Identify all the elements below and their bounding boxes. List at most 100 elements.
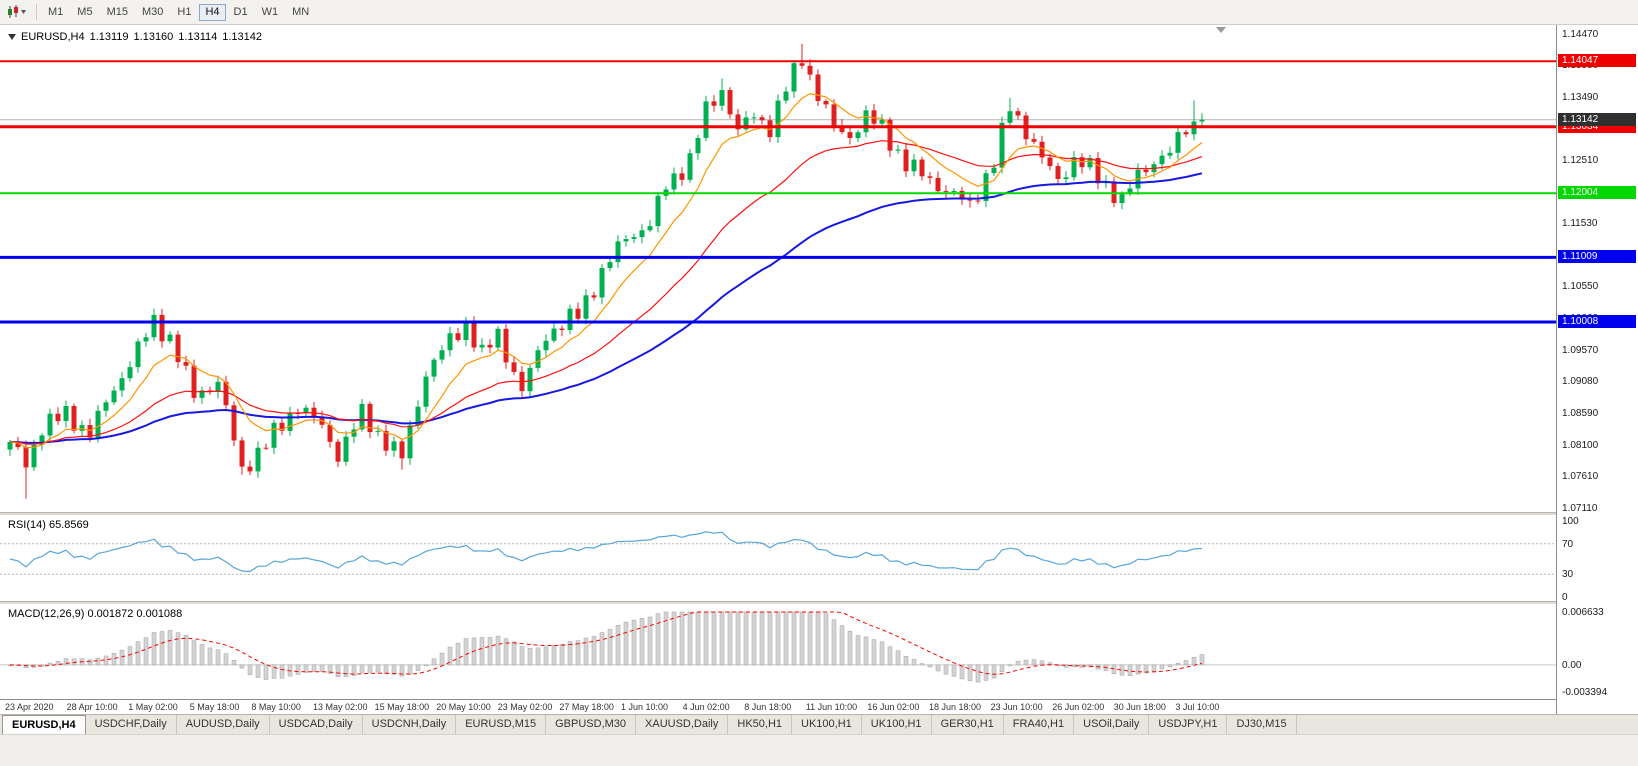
price-axis-label: 1.10550 xyxy=(1562,281,1599,293)
timeframe-button-w1[interactable]: W1 xyxy=(256,4,285,21)
price-axis-label: 1.07610 xyxy=(1562,471,1599,483)
panel-splitter[interactable] xyxy=(0,601,1638,604)
macd-signal-line xyxy=(9,611,1203,675)
current-price-badge: 1.13142 xyxy=(1558,112,1636,126)
time-axis-label: 27 May 18:00 xyxy=(559,702,614,712)
price-axis-label: 1.14470 xyxy=(1562,28,1599,40)
price-axis-label: 1.08590 xyxy=(1562,407,1599,419)
ohlc-close: 1.13142 xyxy=(222,31,263,43)
macd-chart[interactable] xyxy=(0,604,1556,699)
rsi-axis-label: 30 xyxy=(1562,569,1574,581)
timeframe-button-h4[interactable]: H4 xyxy=(199,3,226,21)
ohlc-low: 1.13114 xyxy=(178,31,218,43)
macd-axis-label: 0.00 xyxy=(1562,659,1582,671)
time-axis-label: 16 Jun 02:00 xyxy=(867,702,920,712)
chart-tab-uk100-h1[interactable]: UK100,H1 xyxy=(792,715,862,734)
collapse-triangle-icon[interactable] xyxy=(8,34,16,40)
chart-tab-usoil-daily[interactable]: USOil,Daily xyxy=(1074,715,1150,734)
chart-tab-usdcnh-daily[interactable]: USDCNH,Daily xyxy=(363,715,457,734)
chart-tab-dj30-m15[interactable]: DJ30,M15 xyxy=(1227,715,1297,734)
chart-tab-gbpusd-m30[interactable]: GBPUSD,M30 xyxy=(546,715,637,734)
timeframe-button-m30[interactable]: M30 xyxy=(136,4,169,21)
ohlc-high: 1.13160 xyxy=(133,31,174,43)
rsi-line xyxy=(9,531,1203,573)
time-axis-label: 8 Jun 18:00 xyxy=(744,702,792,712)
rsi-axis-label: 0 xyxy=(1562,592,1568,603)
time-axis-label: 11 Jun 10:00 xyxy=(805,702,858,712)
time-axis[interactable]: 23 Apr 2020 28 Apr 10:00 1 May 02:00 5 May … xyxy=(0,699,1556,714)
price-axis-label: 1.07110 xyxy=(1562,502,1598,514)
chart-tab-eurusd-h4[interactable]: EURUSD,H4 xyxy=(2,715,86,734)
chart-tab-xauusd-daily[interactable]: XAUUSD,Daily xyxy=(636,715,729,734)
price-badge-1.12004: 1.12004 xyxy=(1558,186,1636,200)
price-axis-label: 1.09570 xyxy=(1562,344,1599,356)
price-axis-label: 1.11530 xyxy=(1562,218,1598,230)
candlestick-icon xyxy=(8,5,26,18)
price-axis-label: 1.13490 xyxy=(1562,91,1599,103)
time-axis-label: 23 Jun 10:00 xyxy=(990,702,1043,712)
chart-symbol: EURUSD,H4 xyxy=(21,31,85,43)
status-bar xyxy=(0,734,1638,766)
time-axis-label: 30 Jun 18:00 xyxy=(1113,702,1166,712)
chart-ohlc-label: EURUSD,H4 1.13119 1.13160 1.13114 1.1314… xyxy=(8,31,262,43)
time-axis-label: 1 May 02:00 xyxy=(128,702,178,712)
rsi-axis-label: 100 xyxy=(1562,516,1579,527)
ma-medium-line xyxy=(9,140,1203,445)
ohlc-open: 1.13119 xyxy=(89,31,129,43)
time-axis-label: 18 Jun 18:00 xyxy=(929,702,982,712)
chart-tab-uk100-h1[interactable]: UK100,H1 xyxy=(862,715,932,734)
chart-tab-eurusd-m15[interactable]: EURUSD,M15 xyxy=(456,715,547,734)
toolbar-separator xyxy=(36,4,37,20)
chart-tabs: EURUSD,H4 USDCHF,Daily AUDUSD,Daily USDCAD,… xyxy=(0,714,1638,734)
chart-tab-hk50-h1[interactable]: HK50,H1 xyxy=(728,715,793,734)
time-axis-label: 23 May 02:00 xyxy=(497,702,553,712)
timeframe-button-m15[interactable]: M15 xyxy=(101,4,134,21)
candles-layer xyxy=(7,43,1205,499)
timeframe-button-m1[interactable]: M1 xyxy=(42,4,69,21)
time-axis-label: 28 Apr 10:00 xyxy=(66,702,118,712)
timeframe-buttons: M1 M5 M15 M30 H1 H4 D1 W1 MN xyxy=(41,3,316,21)
time-axis-label: 3 Jul 10:00 xyxy=(1175,702,1220,712)
rsi-chart[interactable] xyxy=(0,515,1556,601)
macd-panel[interactable] xyxy=(0,604,1556,699)
price-badge-1.14047: 1.14047 xyxy=(1558,54,1636,68)
timeframe-toolbar: M1 M5 M15 M30 H1 H4 D1 W1 MN xyxy=(0,0,1638,25)
chart-shift-marker-icon xyxy=(1216,27,1226,33)
timeframe-button-h1[interactable]: H1 xyxy=(171,4,197,21)
ma-fast-line xyxy=(9,92,1203,449)
chart-tab-fra40-h1[interactable]: FRA40,H1 xyxy=(1004,715,1075,734)
time-axis-label: 26 Jun 02:00 xyxy=(1052,702,1105,712)
time-axis-label: 15 May 18:00 xyxy=(374,702,430,712)
time-axis-label: 5 May 18:00 xyxy=(189,702,240,712)
chart-tab-usdchf-daily[interactable]: USDCHF,Daily xyxy=(86,715,177,734)
macd-axis-label: 0.006633 xyxy=(1562,607,1604,618)
chart-tab-usdcad-daily[interactable]: USDCAD,Daily xyxy=(270,715,363,734)
price-chart[interactable] xyxy=(0,25,1556,512)
price-badge-1.11009: 1.11009 xyxy=(1558,250,1636,264)
time-axis-label: 23 Apr 2020 xyxy=(5,702,54,712)
time-axis-label: 8 May 10:00 xyxy=(251,702,301,712)
timeframe-button-mn[interactable]: MN xyxy=(286,4,315,21)
chart-tab-ger30-h1[interactable]: GER30,H1 xyxy=(932,715,1004,734)
rsi-axis-label: 70 xyxy=(1562,538,1574,550)
timeframe-button-d1[interactable]: D1 xyxy=(228,4,254,21)
macd-indicator-label: MACD(12,26,9) 0.001872 0.001088 xyxy=(8,608,183,620)
price-axis-label: 1.12510 xyxy=(1562,154,1599,166)
main-chart-panel[interactable] xyxy=(0,25,1556,512)
chart-type-icon[interactable] xyxy=(4,3,30,21)
time-axis-label: 20 May 10:00 xyxy=(436,702,491,712)
macd-histogram xyxy=(7,611,1205,683)
rsi-indicator-label: RSI(14) 65.8569 xyxy=(8,519,89,531)
chart-tab-audusd-daily[interactable]: AUDUSD,Daily xyxy=(177,715,270,734)
time-axis-label: 4 Jun 02:00 xyxy=(682,702,730,712)
panel-splitter[interactable] xyxy=(0,512,1638,515)
rsi-panel[interactable] xyxy=(0,515,1556,601)
price-badge-1.10008: 1.10008 xyxy=(1558,315,1636,328)
price-axis-label: 1.09080 xyxy=(1562,376,1599,388)
price-axis[interactable]: 1.144701.139801.134901.130001.125101.120… xyxy=(1556,25,1638,714)
time-axis-label: 13 May 02:00 xyxy=(313,702,368,712)
time-axis-label: 1 Jun 10:00 xyxy=(621,702,669,712)
chart-tab-usdjpy-h1[interactable]: USDJPY,H1 xyxy=(1149,715,1228,734)
timeframe-button-m5[interactable]: M5 xyxy=(71,4,98,21)
